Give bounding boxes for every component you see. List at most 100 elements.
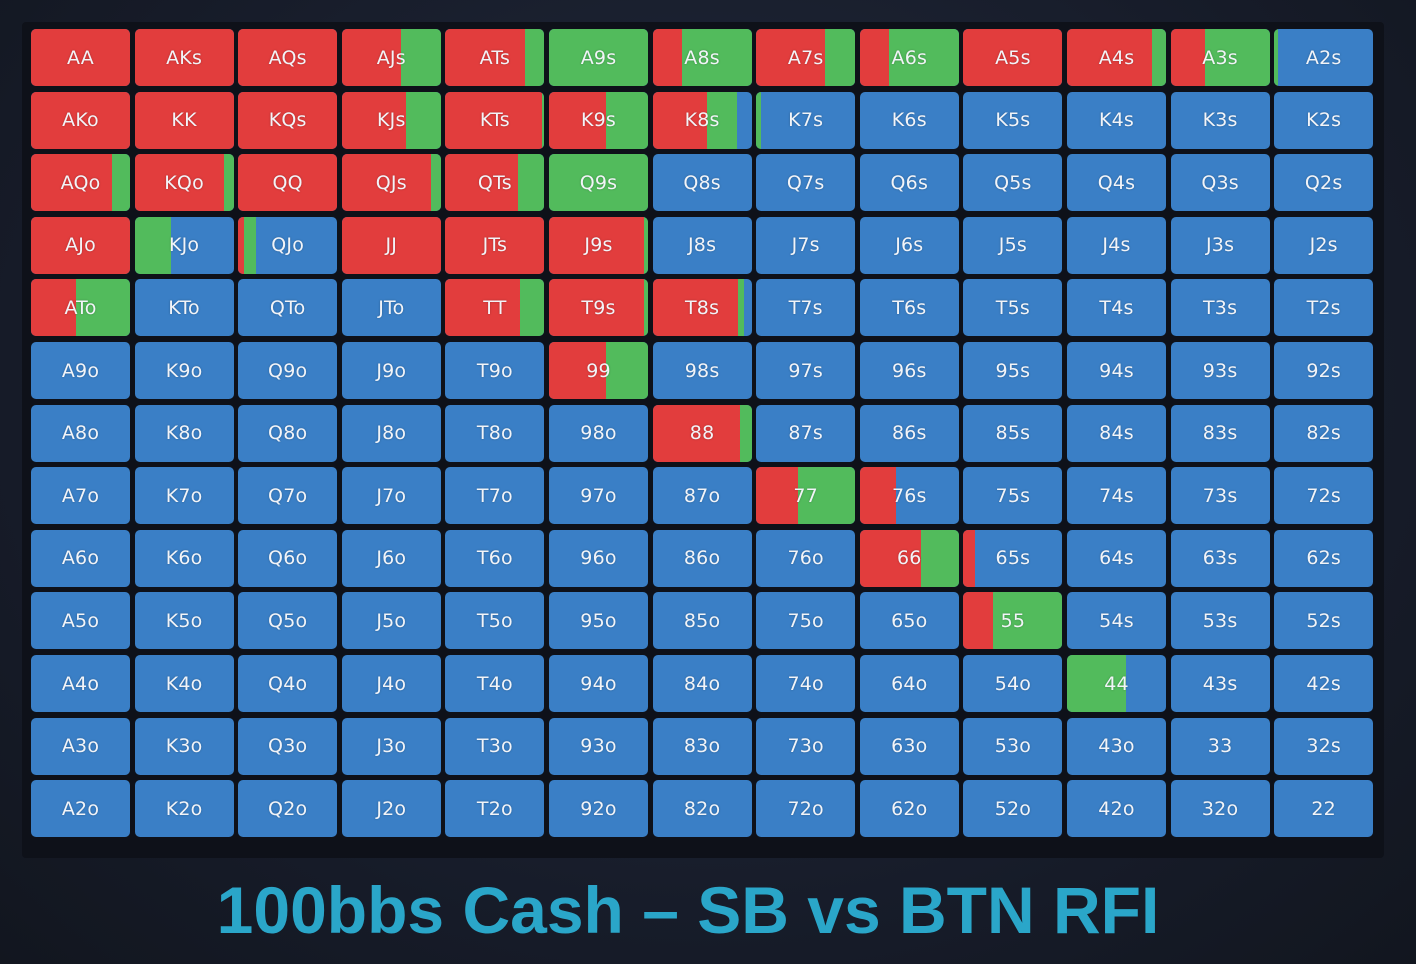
hand-cell-Q4s[interactable]: Q4s — [1067, 154, 1166, 212]
hand-cell-99[interactable]: 99 — [549, 342, 648, 399]
hand-cell-54o[interactable]: 54o — [963, 655, 1063, 712]
hand-cell-TT[interactable]: TT — [445, 279, 545, 337]
hand-cell-97o[interactable]: 97o — [549, 467, 648, 525]
hand-cell-T8s[interactable]: T8s — [652, 279, 752, 337]
hand-cell-J5o[interactable]: J5o — [341, 592, 441, 650]
hand-cell-98s[interactable]: 98s — [652, 342, 752, 399]
hand-cell-85o[interactable]: 85o — [652, 592, 752, 650]
hand-cell-JTo[interactable]: JTo — [341, 279, 441, 337]
hand-cell-T8o[interactable]: T8o — [445, 404, 545, 462]
hand-cell-KQo[interactable]: KQo — [134, 154, 234, 212]
hand-cell-J6s[interactable]: J6s — [859, 216, 959, 274]
hand-cell-KTs[interactable]: KTs — [445, 91, 545, 149]
hand-cell-93s[interactable]: 93s — [1170, 342, 1270, 399]
hand-cell-95s[interactable]: 95s — [963, 342, 1063, 399]
hand-cell-J5s[interactable]: J5s — [963, 216, 1063, 274]
hand-cell-83o[interactable]: 83o — [652, 717, 752, 775]
hand-cell-Q5s[interactable]: Q5s — [963, 154, 1063, 212]
hand-cell-63s[interactable]: 63s — [1170, 529, 1270, 587]
hand-cell-55[interactable]: 55 — [963, 592, 1063, 650]
hand-cell-QJs[interactable]: QJs — [341, 154, 441, 212]
hand-cell-53s[interactable]: 53s — [1170, 592, 1270, 650]
hand-cell-K9s[interactable]: K9s — [549, 91, 648, 149]
hand-cell-92o[interactable]: 92o — [549, 780, 648, 838]
hand-cell-66[interactable]: 66 — [859, 529, 959, 587]
hand-cell-J2s[interactable]: J2s — [1274, 216, 1374, 274]
hand-cell-Q4o[interactable]: Q4o — [238, 655, 338, 712]
hand-cell-J8o[interactable]: J8o — [341, 404, 441, 462]
hand-cell-ATs[interactable]: ATs — [445, 29, 545, 86]
hand-cell-95o[interactable]: 95o — [549, 592, 648, 650]
hand-cell-T5o[interactable]: T5o — [445, 592, 545, 650]
hand-cell-75s[interactable]: 75s — [963, 467, 1063, 525]
hand-cell-T3o[interactable]: T3o — [445, 717, 545, 775]
hand-cell-52s[interactable]: 52s — [1274, 592, 1374, 650]
hand-cell-J4o[interactable]: J4o — [341, 655, 441, 712]
hand-cell-Q9o[interactable]: Q9o — [238, 342, 338, 399]
hand-cell-A8s[interactable]: A8s — [652, 29, 752, 86]
hand-cell-K3s[interactable]: K3s — [1170, 91, 1270, 149]
hand-cell-K7s[interactable]: K7s — [756, 91, 856, 149]
hand-cell-K8s[interactable]: K8s — [652, 91, 752, 149]
hand-cell-KK[interactable]: KK — [134, 91, 234, 149]
hand-cell-84s[interactable]: 84s — [1067, 404, 1166, 462]
hand-cell-87s[interactable]: 87s — [756, 404, 856, 462]
hand-cell-Q8s[interactable]: Q8s — [652, 154, 752, 212]
hand-cell-76s[interactable]: 76s — [859, 467, 959, 525]
hand-cell-QTo[interactable]: QTo — [238, 279, 338, 337]
hand-cell-T7s[interactable]: T7s — [756, 279, 856, 337]
hand-cell-Q9s[interactable]: Q9s — [549, 154, 648, 212]
hand-cell-K2s[interactable]: K2s — [1274, 91, 1374, 149]
hand-cell-Q7o[interactable]: Q7o — [238, 467, 338, 525]
hand-cell-AKs[interactable]: AKs — [134, 29, 234, 86]
hand-cell-94s[interactable]: 94s — [1067, 342, 1166, 399]
hand-cell-K6o[interactable]: K6o — [134, 529, 234, 587]
hand-cell-ATo[interactable]: ATo — [31, 279, 130, 337]
hand-cell-AQo[interactable]: AQo — [31, 154, 130, 212]
hand-cell-A2s[interactable]: A2s — [1274, 29, 1374, 86]
hand-cell-86o[interactable]: 86o — [652, 529, 752, 587]
hand-cell-A3o[interactable]: A3o — [31, 717, 130, 775]
hand-cell-J9o[interactable]: J9o — [341, 342, 441, 399]
hand-cell-33[interactable]: 33 — [1170, 717, 1270, 775]
hand-cell-A9o[interactable]: A9o — [31, 342, 130, 399]
hand-cell-62o[interactable]: 62o — [859, 780, 959, 838]
hand-cell-J2o[interactable]: J2o — [341, 780, 441, 838]
hand-cell-A4o[interactable]: A4o — [31, 655, 130, 712]
hand-cell-88[interactable]: 88 — [652, 404, 752, 462]
hand-cell-86s[interactable]: 86s — [859, 404, 959, 462]
hand-cell-JJ[interactable]: JJ — [341, 216, 441, 274]
hand-cell-K6s[interactable]: K6s — [859, 91, 959, 149]
hand-cell-K5s[interactable]: K5s — [963, 91, 1063, 149]
hand-cell-A9s[interactable]: A9s — [549, 29, 648, 86]
hand-cell-A2o[interactable]: A2o — [31, 780, 130, 838]
hand-cell-54s[interactable]: 54s — [1067, 592, 1166, 650]
hand-cell-96o[interactable]: 96o — [549, 529, 648, 587]
hand-cell-A7o[interactable]: A7o — [31, 467, 130, 525]
hand-cell-Q7s[interactable]: Q7s — [756, 154, 856, 212]
hand-cell-KJo[interactable]: KJo — [134, 216, 234, 274]
hand-cell-32o[interactable]: 32o — [1170, 780, 1270, 838]
hand-cell-T4o[interactable]: T4o — [445, 655, 545, 712]
hand-cell-74s[interactable]: 74s — [1067, 467, 1166, 525]
hand-cell-63o[interactable]: 63o — [859, 717, 959, 775]
hand-cell-T6o[interactable]: T6o — [445, 529, 545, 587]
hand-cell-77[interactable]: 77 — [756, 467, 856, 525]
hand-cell-J7s[interactable]: J7s — [756, 216, 856, 274]
hand-cell-J4s[interactable]: J4s — [1067, 216, 1166, 274]
hand-cell-Q5o[interactable]: Q5o — [238, 592, 338, 650]
hand-cell-J6o[interactable]: J6o — [341, 529, 441, 587]
hand-cell-JTs[interactable]: JTs — [445, 216, 545, 274]
hand-cell-Q2o[interactable]: Q2o — [238, 780, 338, 838]
hand-cell-T9s[interactable]: T9s — [549, 279, 648, 337]
hand-cell-K4s[interactable]: K4s — [1067, 91, 1166, 149]
hand-cell-AJs[interactable]: AJs — [341, 29, 441, 86]
hand-cell-A5o[interactable]: A5o — [31, 592, 130, 650]
hand-cell-64o[interactable]: 64o — [859, 655, 959, 712]
hand-cell-AA[interactable]: AA — [31, 29, 130, 86]
hand-cell-J3o[interactable]: J3o — [341, 717, 441, 775]
hand-cell-93o[interactable]: 93o — [549, 717, 648, 775]
hand-cell-44[interactable]: 44 — [1067, 655, 1166, 712]
hand-cell-92s[interactable]: 92s — [1274, 342, 1374, 399]
hand-cell-QJo[interactable]: QJo — [238, 216, 338, 274]
